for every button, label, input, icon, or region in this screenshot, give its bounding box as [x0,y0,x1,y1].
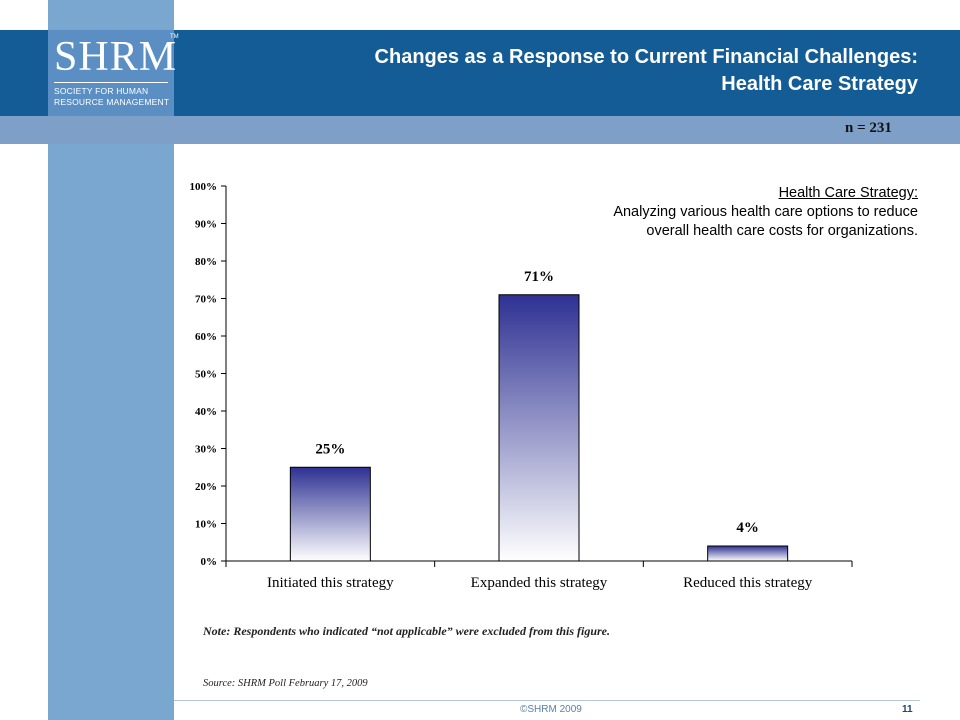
logo-subtitle-line2: RESOURCE MANAGEMENT [54,97,170,107]
footer-divider [174,700,920,701]
x-category-label: Expanded this strategy [471,575,608,591]
logo-divider [54,82,168,83]
y-tick-label: 50% [195,369,217,381]
y-tick-label: 80% [195,256,217,268]
y-tick-label: 20% [195,481,217,493]
chart-bars [289,294,789,562]
source-citation: Source: SHRM Poll February 17, 2009 [203,678,368,689]
y-tick-label: 40% [195,406,217,418]
shrm-logo: SHRM TM SOCIETY FOR HUMAN RESOURCE MANAG… [48,30,179,116]
header-sub-band [0,116,960,144]
slide-title-line1: Changes as a Response to Current Financi… [374,46,918,68]
sample-size-label: n = 231 [845,120,892,136]
bar [707,545,789,562]
bar-data-label: 71% [524,269,554,285]
slide-title-line2: Health Care Strategy [721,73,918,95]
x-category-label: Initiated this strategy [267,575,394,591]
chart-note: Note: Respondents who indicated “not app… [203,624,610,638]
slide-title: Changes as a Response to Current Financi… [238,44,918,98]
y-tick-label: 100% [190,181,218,193]
caption-heading: Health Care Strategy: [778,185,918,201]
y-tick-label: 10% [195,519,217,531]
y-tick-label: 0% [201,556,218,568]
caption-body: Analyzing various health care options to… [613,204,918,239]
y-tick-label: 90% [195,219,217,231]
logo-subtitle-line1: SOCIETY FOR HUMAN [54,86,149,96]
copyright-notice: ©SHRM 2009 [520,704,582,715]
strategy-caption: Health Care Strategy: Analyzing various … [598,184,918,241]
chart-labels: 0% 10% 20% 30% 40% 50% 60% 70% 80% 90% 100% 25% Init… [190,181,813,591]
page-number: 11 [902,704,913,715]
y-tick-label: 30% [195,444,217,456]
logo-trademark: TM [170,34,179,40]
bar [498,294,580,562]
logo-wordmark: SHRM [54,34,178,80]
bar-data-label: 4% [736,520,759,536]
bar-data-label: 25% [315,441,345,457]
bar [289,466,371,562]
y-tick-label: 60% [195,331,217,343]
x-category-label: Reduced this strategy [683,575,813,591]
y-tick-label: 70% [195,294,217,306]
bar-chart: 0% 10% 20% 30% 40% 50% 60% 70% 80% 90% 100% 25% Init… [190,181,853,591]
